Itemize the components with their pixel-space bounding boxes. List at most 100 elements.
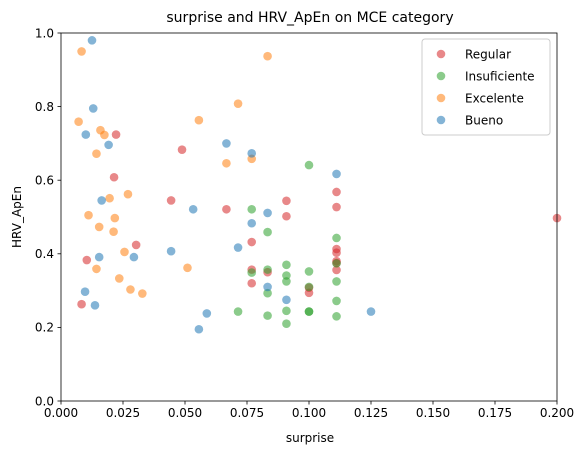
x-tick-label: 0.150 (416, 406, 450, 420)
data-point (80, 287, 90, 297)
data-point (105, 193, 114, 203)
legend-marker (436, 115, 446, 125)
data-point (263, 208, 272, 218)
data-point (74, 117, 83, 126)
data-point (222, 139, 231, 148)
data-point (202, 309, 212, 318)
series-regular (77, 130, 562, 309)
data-point (109, 227, 118, 237)
legend: Regular Insuficiente Excelente Bueno (421, 38, 551, 136)
data-point (282, 295, 291, 305)
x-tick-label: 0.175 (478, 406, 512, 420)
data-point (129, 252, 139, 262)
data-point (138, 289, 147, 298)
data-point (84, 210, 93, 220)
data-point (131, 240, 141, 250)
series-excelente (74, 47, 272, 298)
data-point (97, 196, 106, 205)
series-insuficiente (233, 160, 341, 329)
legend-label: Insuficiente (465, 69, 535, 83)
data-point (233, 243, 243, 252)
y-axis: 0.0 0.2 0.4 0.6 0.8 1.0 (35, 26, 61, 408)
data-point (263, 227, 272, 237)
data-point (111, 130, 121, 139)
data-point (183, 263, 192, 273)
data-point (166, 246, 176, 256)
legend-label: Bueno (465, 113, 503, 127)
data-point (92, 264, 101, 274)
chart-title: surprise and HRV_ApEn on MCE category (166, 10, 453, 26)
data-point (233, 307, 243, 316)
x-tick-label: 0.200 (540, 406, 574, 420)
legend-marker (436, 49, 446, 59)
data-point (188, 204, 198, 214)
data-point (247, 218, 257, 228)
x-axis: 0.000 0.025 0.050 0.075 0.100 0.125 0.150 0.175… (44, 401, 574, 420)
data-point (194, 324, 204, 334)
y-tick-label: 0.6 (35, 174, 54, 188)
data-point (222, 204, 231, 214)
data-point (332, 259, 341, 268)
y-axis-label: HRV_ApEn (10, 186, 24, 248)
x-axis-label: surprise (286, 431, 334, 445)
data-point (194, 115, 204, 125)
y-tick-label: 0.4 (35, 247, 54, 261)
data-point (263, 288, 272, 298)
data-point (90, 301, 100, 310)
data-point (233, 99, 243, 108)
y-tick-label: 0.8 (35, 100, 54, 114)
data-point (247, 268, 257, 277)
data-point (247, 204, 257, 214)
data-point (92, 149, 101, 158)
y-tick-label: 0.0 (35, 394, 54, 408)
data-point (282, 211, 291, 221)
data-point (109, 172, 119, 182)
data-point (77, 47, 86, 56)
data-point (332, 248, 341, 257)
data-point (304, 267, 314, 276)
data-point (263, 311, 272, 320)
x-tick-label: 0.100 (292, 406, 326, 420)
data-point (332, 277, 341, 286)
data-point (77, 299, 86, 309)
data-point (304, 288, 314, 298)
data-point (332, 202, 341, 212)
data-point (282, 271, 291, 280)
data-point (247, 149, 257, 158)
y-tick-label: 0.2 (35, 321, 54, 335)
data-point (282, 260, 291, 270)
data-point (88, 104, 98, 113)
data-point (282, 277, 291, 286)
data-point (332, 233, 341, 243)
legend-box (421, 38, 551, 136)
y-tick-label: 1.0 (35, 26, 54, 40)
data-point (366, 307, 376, 316)
data-point (94, 222, 104, 232)
x-tick-label: 0.125 (354, 406, 388, 420)
data-point (304, 160, 314, 170)
data-point (282, 306, 291, 316)
data-point (100, 130, 109, 140)
data-point (247, 237, 257, 247)
legend-marker (436, 71, 446, 81)
legend-label: Regular (465, 47, 511, 61)
data-point (332, 296, 341, 306)
data-point (123, 189, 133, 199)
data-point (332, 265, 341, 275)
legend-marker (436, 93, 446, 103)
data-point (166, 196, 176, 205)
x-tick-label: 0.075 (230, 406, 264, 420)
data-point (332, 187, 341, 197)
plot-area (60, 32, 562, 402)
data-point (332, 312, 341, 321)
data-point (304, 282, 314, 292)
data-point (263, 282, 272, 292)
data-point (82, 255, 92, 265)
data-point (304, 307, 314, 316)
data-point (263, 265, 272, 274)
data-point (94, 252, 104, 262)
data-point (282, 319, 291, 329)
data-point (263, 51, 272, 61)
data-point (177, 145, 187, 154)
